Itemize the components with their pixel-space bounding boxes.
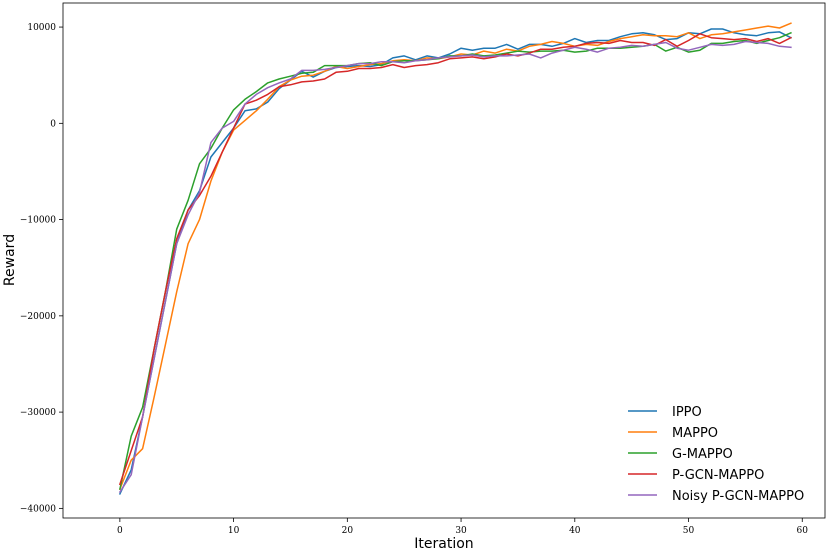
y-tick-label: −20000 bbox=[20, 312, 56, 322]
plot-frame bbox=[62, 2, 826, 519]
x-tick-label: 60 bbox=[797, 526, 809, 536]
x-tick-label: 50 bbox=[683, 526, 695, 536]
x-tick-label: 0 bbox=[117, 526, 123, 536]
series-line-ippo bbox=[118, 28, 792, 495]
legend-label: IPPO bbox=[672, 405, 702, 420]
y-tick-label: 10000 bbox=[27, 23, 56, 33]
legend-label: Noisy P-GCN-MAPPO bbox=[672, 489, 804, 504]
y-tick-label: −40000 bbox=[20, 504, 56, 514]
x-tick-label: 40 bbox=[569, 526, 581, 536]
x-axis-label: Iteration bbox=[414, 536, 473, 552]
x-axis: 0 10 20 30 40 50 60 bbox=[117, 518, 808, 536]
y-tick-label: −30000 bbox=[20, 408, 56, 418]
y-axis-label: Reward bbox=[2, 234, 18, 286]
x-tick-label: 10 bbox=[228, 526, 240, 536]
legend: IPPO MAPPO G-MAPPO P-GCN-MAPPO Noisy P-GCN-M… bbox=[628, 405, 804, 504]
x-tick-label: 20 bbox=[342, 526, 354, 536]
legend-label: MAPPO bbox=[672, 426, 718, 441]
series-line-g-mappo bbox=[119, 31, 792, 490]
y-axis: −40000 −30000 −20000 −10000 0 10000 bbox=[20, 23, 63, 514]
legend-label: P-GCN-MAPPO bbox=[672, 468, 764, 483]
legend-label: G-MAPPO bbox=[672, 447, 733, 462]
y-tick-label: 0 bbox=[50, 119, 56, 129]
x-tick-label: 30 bbox=[455, 526, 467, 536]
y-tick-label: −10000 bbox=[20, 216, 56, 226]
series-lines bbox=[118, 22, 792, 495]
series-line-p-gcn-mappo bbox=[118, 33, 792, 486]
series-line-noisy-p-gcn-mappo bbox=[118, 40, 792, 494]
